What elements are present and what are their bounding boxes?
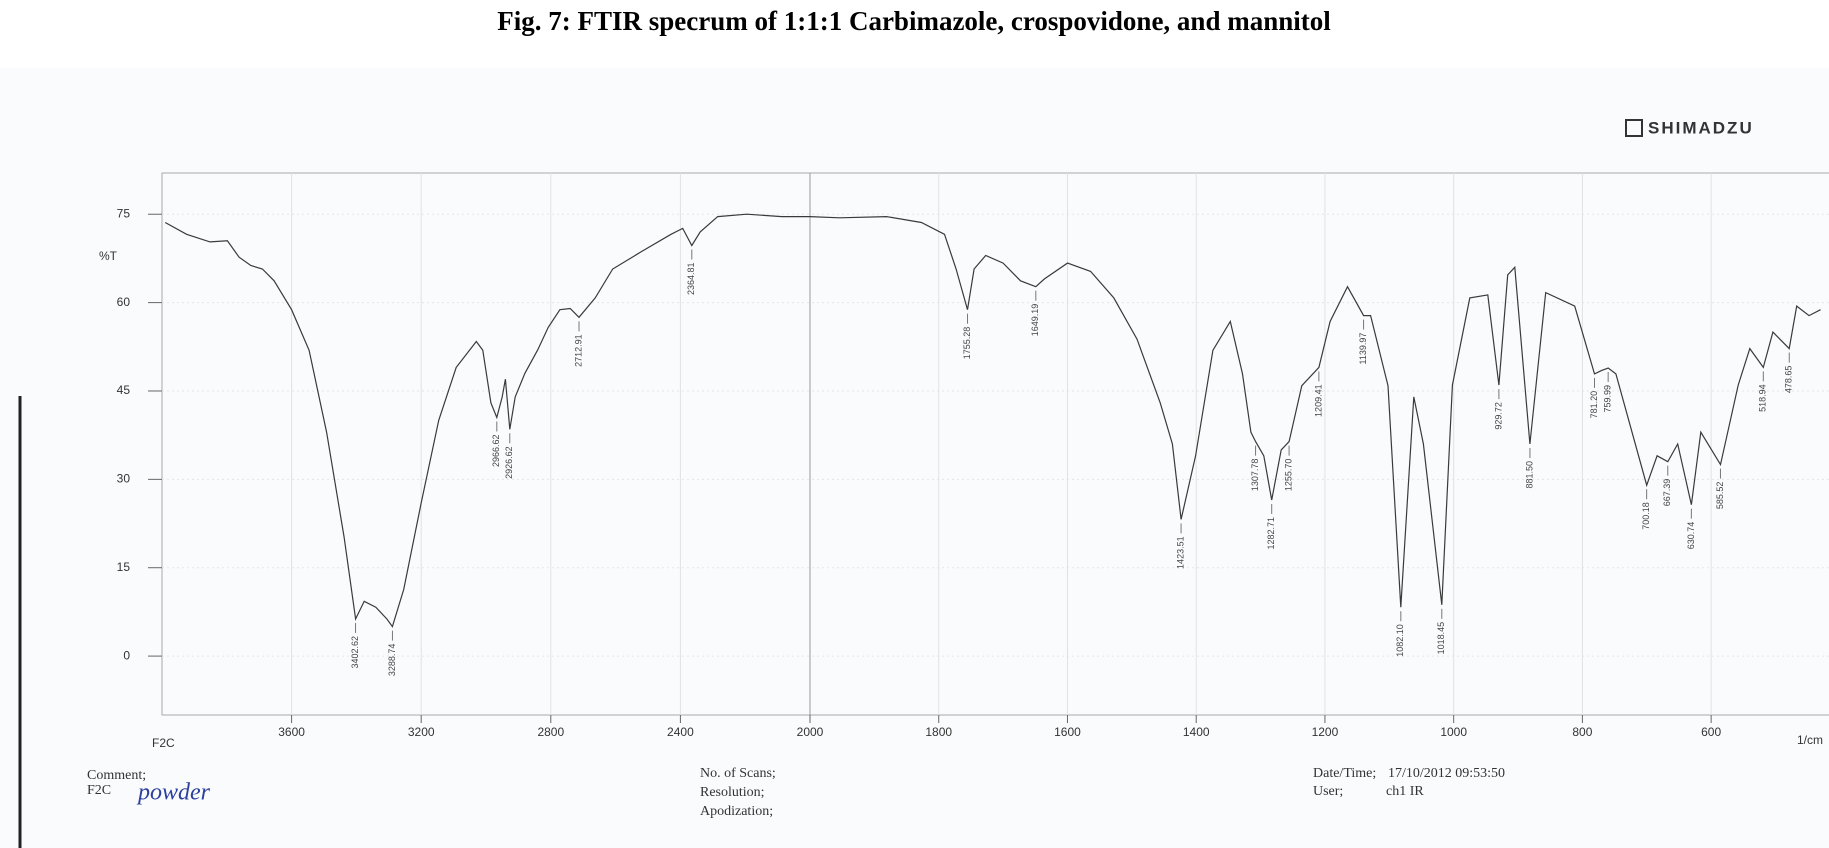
handwritten-note: powder bbox=[136, 780, 211, 806]
user: ch1 IR bbox=[1386, 784, 1424, 799]
x-tick-label: 3200 bbox=[408, 725, 435, 739]
peak-label: 929.72 bbox=[1493, 402, 1503, 430]
plot-frame bbox=[161, 172, 1829, 716]
x-tick-label: 1000 bbox=[1440, 725, 1467, 739]
spectrum-line bbox=[164, 213, 810, 628]
peak-label: 700.18 bbox=[1641, 502, 1651, 530]
y-tick-label: 75 bbox=[117, 206, 131, 220]
x-tick-label: 1200 bbox=[1312, 725, 1339, 739]
x-tick-label: 2000 bbox=[797, 725, 824, 739]
peak-label: 1307.78 bbox=[1250, 459, 1260, 492]
datetime: 17/10/2012 09:53:50 bbox=[1388, 766, 1505, 781]
x-tick-label: 1400 bbox=[1183, 725, 1210, 739]
x-tick-label: 2800 bbox=[537, 725, 564, 739]
x-tick-label: 1800 bbox=[925, 725, 952, 739]
peak-label: 2364.81 bbox=[686, 263, 696, 296]
peak-label: 1755.28 bbox=[962, 327, 972, 360]
x-tick-label: 2400 bbox=[667, 725, 694, 739]
peak-label: 1209.41 bbox=[1313, 384, 1323, 417]
peak-label: 2966.62 bbox=[491, 435, 501, 468]
peak-label: 1282.71 bbox=[1266, 517, 1276, 550]
peak-label: 3402.62 bbox=[350, 636, 360, 669]
peak-label: 759.99 bbox=[1603, 385, 1613, 413]
peak-label: 478.65 bbox=[1784, 366, 1794, 394]
footer: Comment; F2C powder No. of Scans; Resolu… bbox=[87, 766, 1505, 819]
x-axis-label: 1/cm bbox=[1797, 733, 1823, 747]
peak-label: 1649.19 bbox=[1030, 304, 1040, 337]
apodization-label: Apodization; bbox=[700, 804, 773, 819]
brand: SHIMADZU bbox=[1648, 118, 1754, 137]
peak-label: 1423.51 bbox=[1175, 536, 1185, 569]
brand-icon bbox=[1625, 119, 1643, 137]
peak-label: 2712.91 bbox=[573, 334, 583, 367]
peak-label: 518.94 bbox=[1758, 384, 1768, 412]
comment-label: Comment; bbox=[87, 768, 146, 783]
plot: 0 15 30 45 60 75 3600 3200 2800 2400 2000 %T F2C 3402… bbox=[99, 172, 1829, 750]
peak-label: 781.20 bbox=[1589, 391, 1599, 419]
resolution-label: Resolution; bbox=[700, 785, 765, 800]
x-tick-label: 600 bbox=[1701, 725, 1721, 739]
peak-label: 585.52 bbox=[1715, 482, 1725, 510]
peak-label: 3288.74 bbox=[387, 644, 397, 677]
x-tick-label: 3600 bbox=[278, 725, 305, 739]
user-label: User; bbox=[1313, 784, 1343, 799]
y-tick-label: 45 bbox=[117, 383, 131, 397]
y-tick-label: 15 bbox=[117, 560, 131, 574]
x-tick-label: 1600 bbox=[1054, 725, 1081, 739]
peak-label: 1255.70 bbox=[1283, 459, 1293, 492]
peak-label: 1139.97 bbox=[1358, 333, 1368, 365]
y-tick-label: 30 bbox=[117, 472, 131, 486]
x-axis-label: F2C bbox=[152, 736, 175, 750]
datetime-label: Date/Time; bbox=[1313, 766, 1376, 781]
spectrum-line bbox=[809, 215, 1821, 608]
x-tick-label: 800 bbox=[1572, 725, 1592, 739]
y-tick-label: 0 bbox=[123, 648, 130, 662]
peak-label: 2926.62 bbox=[504, 446, 514, 479]
figure-title: Fig. 7: FTIR specrum of 1:1:1 Carbimazol… bbox=[497, 6, 1331, 36]
peak-label: 1082.10 bbox=[1395, 624, 1405, 657]
peak-label: 667.39 bbox=[1662, 479, 1672, 507]
scan-area bbox=[0, 68, 1829, 848]
scans-label: No. of Scans; bbox=[700, 766, 776, 781]
sample: F2C bbox=[87, 783, 111, 798]
y-axis-label: %T bbox=[99, 249, 118, 263]
peak-label: 630.74 bbox=[1686, 522, 1696, 550]
peak-label: 1018.45 bbox=[1436, 622, 1446, 655]
peak-label: 881.50 bbox=[1524, 461, 1534, 489]
y-tick-label: 60 bbox=[117, 295, 131, 309]
